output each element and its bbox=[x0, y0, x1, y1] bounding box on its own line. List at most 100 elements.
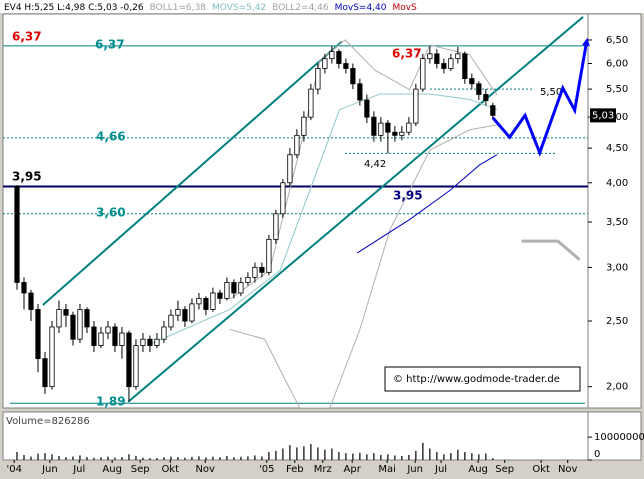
header-item: BOLL2=4,46 bbox=[272, 3, 329, 13]
volume-bar bbox=[170, 456, 172, 460]
candle-body bbox=[336, 51, 342, 64]
volume-bar bbox=[282, 448, 284, 460]
candle-body bbox=[427, 53, 433, 60]
volume-bar bbox=[261, 456, 263, 460]
level-label: 6,37 bbox=[392, 47, 422, 61]
overlay: 6,37 6,37 6,37 5,50 4,66 4,42 3,95 3,95 3,60 1,89… bbox=[12, 30, 590, 409]
volume-bar bbox=[177, 457, 179, 460]
candle-body bbox=[455, 53, 461, 60]
x-tick-label: Okt bbox=[161, 464, 179, 475]
price-axis-area bbox=[587, 13, 642, 409]
candle-body bbox=[63, 309, 69, 316]
volume-bar bbox=[51, 454, 53, 460]
x-tick-label: Aug bbox=[102, 464, 122, 475]
volume-bar bbox=[219, 457, 221, 460]
candle-body bbox=[42, 358, 48, 388]
candle-body bbox=[441, 63, 447, 69]
volume-bar bbox=[338, 452, 340, 460]
volume-bar bbox=[44, 453, 46, 460]
candle-body bbox=[287, 154, 293, 184]
x-tick-label: Jun bbox=[406, 464, 423, 475]
candle-body bbox=[406, 122, 412, 133]
plot bbox=[3, 16, 588, 408]
candle-body bbox=[434, 53, 440, 64]
x-tick-label: Jul bbox=[434, 464, 447, 475]
candle-body bbox=[98, 332, 104, 346]
volume-bar bbox=[184, 457, 186, 460]
volume-bar bbox=[142, 457, 144, 460]
candle-body bbox=[133, 345, 139, 388]
trendline bbox=[42, 41, 343, 306]
indicator-line bbox=[491, 37, 590, 158]
y-tick-label: 3,00 bbox=[606, 262, 628, 273]
candle-body bbox=[301, 116, 307, 136]
candle-body bbox=[56, 309, 62, 328]
candle-body bbox=[343, 63, 349, 69]
candle-body bbox=[112, 326, 118, 346]
volume-bars bbox=[16, 442, 494, 460]
volume-bar bbox=[240, 456, 242, 460]
x-tick-label: '05 bbox=[259, 464, 274, 475]
volume-bar bbox=[387, 454, 389, 460]
level-label: 1,89 bbox=[96, 395, 126, 409]
volume-bar bbox=[415, 450, 417, 460]
header-item: MovS bbox=[393, 3, 418, 13]
volume-bar bbox=[23, 454, 25, 460]
candle-body bbox=[392, 131, 398, 136]
x-tick-label: Apr bbox=[344, 464, 362, 475]
indicator-line bbox=[229, 124, 498, 408]
candle-body bbox=[413, 88, 419, 124]
volume-bar bbox=[163, 457, 165, 460]
candle-body bbox=[462, 53, 468, 80]
copyright-box bbox=[384, 366, 581, 392]
candle-body bbox=[49, 326, 55, 388]
volume-bar bbox=[212, 456, 214, 460]
candle-body bbox=[140, 338, 146, 346]
indicator-line bbox=[521, 239, 581, 261]
volume-bar bbox=[275, 450, 277, 460]
y-tick-label: 2,00 bbox=[606, 382, 628, 393]
volume-bar bbox=[485, 453, 487, 460]
volume-bar bbox=[247, 456, 249, 460]
candle-body bbox=[203, 297, 209, 310]
header-bar bbox=[0, 0, 644, 13]
candle-body bbox=[154, 338, 160, 346]
volume-bar bbox=[464, 452, 466, 460]
volume-bar bbox=[156, 457, 158, 460]
candle-body bbox=[294, 134, 300, 156]
candle-body bbox=[147, 338, 153, 346]
indicator-line bbox=[356, 154, 498, 254]
last-price-label: 5,03 bbox=[592, 110, 614, 121]
candle-body bbox=[315, 68, 321, 90]
volume-bar bbox=[58, 455, 60, 460]
x-tick-label: Jul bbox=[72, 464, 85, 475]
level-label: 3,95 bbox=[393, 189, 423, 203]
volume-bar bbox=[401, 455, 403, 460]
candle-body bbox=[280, 182, 286, 215]
candle-body bbox=[364, 99, 370, 118]
x-tick-label: Jun bbox=[41, 464, 58, 475]
candle-body bbox=[252, 266, 258, 278]
x-tick-label: Aug bbox=[468, 464, 488, 475]
volume-bar bbox=[492, 458, 494, 460]
y2-tick-label: 10000000 bbox=[594, 432, 644, 443]
candle-body bbox=[77, 309, 83, 340]
candle-body bbox=[91, 326, 97, 346]
y-tick-label: 2,50 bbox=[606, 316, 628, 327]
volume-bar bbox=[380, 454, 382, 460]
volume-bar bbox=[408, 454, 410, 460]
volume-bar bbox=[310, 444, 312, 460]
level-label: 4,66 bbox=[96, 130, 126, 144]
candle-body bbox=[21, 282, 27, 294]
header-item: BOLL1=6,38 bbox=[150, 3, 207, 13]
header-item: EV4 H:5,25 L:4,98 C:5,03 -0,26 bbox=[4, 3, 144, 13]
x-tick-label: Mai bbox=[378, 464, 396, 475]
volume-bar bbox=[149, 458, 151, 460]
level-label: 3,60 bbox=[96, 206, 126, 220]
candle-body bbox=[217, 292, 223, 299]
y2-tick-label: 0 bbox=[594, 449, 600, 460]
volume-bar bbox=[394, 455, 396, 460]
volume-bar bbox=[457, 449, 459, 460]
volume-bar bbox=[16, 452, 18, 460]
y-tick-label: 6,00 bbox=[606, 59, 628, 70]
